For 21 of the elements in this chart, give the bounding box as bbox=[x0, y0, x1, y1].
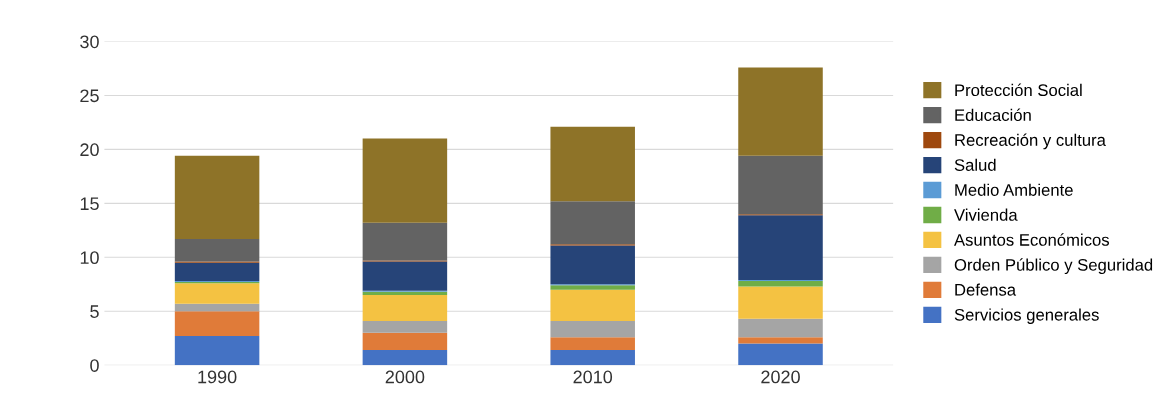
legend-label: Vivienda bbox=[954, 208, 1018, 221]
legend-label: Salud bbox=[954, 158, 996, 171]
y-tick-label: 20 bbox=[80, 143, 99, 157]
legend-label: Servicios generales bbox=[954, 308, 1099, 324]
legend-label: Asuntos Económicos bbox=[954, 233, 1110, 246]
y-tick-label: 25 bbox=[80, 89, 99, 103]
x-tick-label: 2010 bbox=[573, 370, 613, 384]
legend-label: Educación bbox=[955, 108, 1031, 122]
legend-label: Protección Social bbox=[955, 83, 1082, 97]
x-tick-label: 1990 bbox=[198, 370, 237, 384]
y-tick-label: 30 bbox=[80, 35, 99, 49]
legend-label: Orden Público y Seguridad bbox=[954, 258, 1153, 275]
legend-label: Medio Ambiente bbox=[955, 183, 1073, 196]
y-tick-label: 10 bbox=[80, 251, 99, 265]
x-tick-label: 2020 bbox=[761, 370, 800, 384]
legend-label: Recreación y cultura bbox=[955, 133, 1106, 150]
y-tick-label: 15 bbox=[80, 197, 99, 211]
y-tick-label: 0 bbox=[90, 359, 99, 372]
legend-label: Defensa bbox=[955, 283, 1017, 296]
x-tick-label: 2000 bbox=[385, 370, 425, 384]
y-tick-label: 5 bbox=[90, 305, 99, 318]
